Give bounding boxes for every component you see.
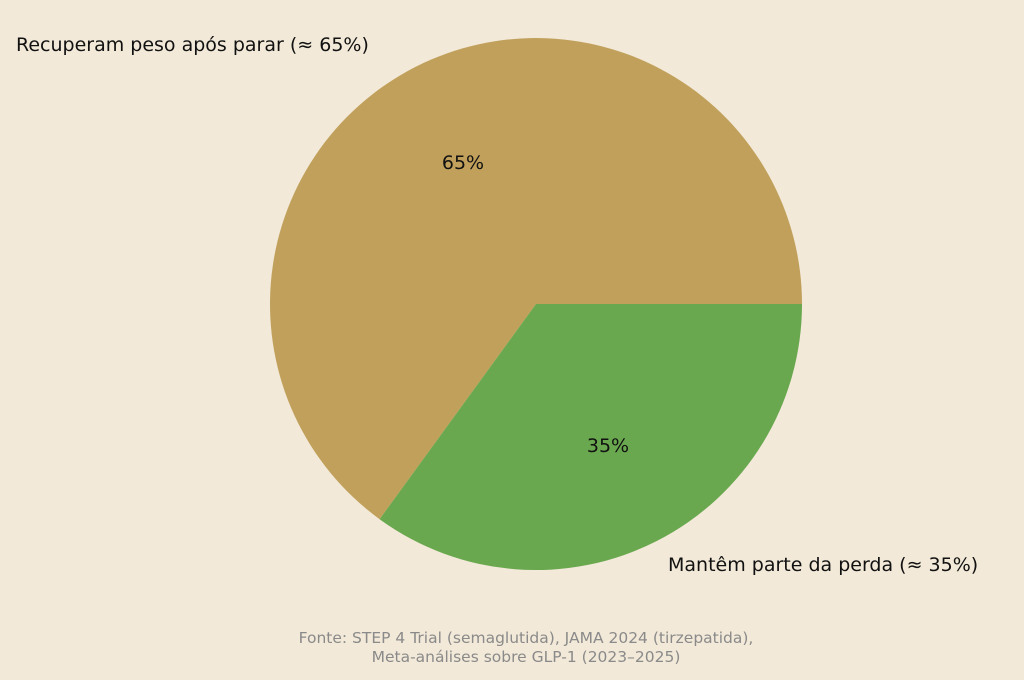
slice-2-percent-label: 35%	[587, 435, 629, 457]
slice-1-outer-label: Recuperam peso após parar (≈ 65%)	[16, 34, 369, 56]
source-line-2: Meta-análises sobre GLP-1 (2023–2025)	[371, 648, 681, 666]
slice-1-percent-label: 65%	[442, 152, 484, 174]
source-line-1: Fonte: STEP 4 Trial (semaglutida), JAMA …	[298, 629, 754, 647]
source-caption: Fonte: STEP 4 Trial (semaglutida), JAMA …	[0, 629, 1024, 667]
pie-slice-recuperam	[270, 38, 802, 520]
slice-2-outer-label: Mantêm parte da perda (≈ 35%)	[668, 554, 978, 576]
pie-slice-mantem	[379, 304, 802, 571]
